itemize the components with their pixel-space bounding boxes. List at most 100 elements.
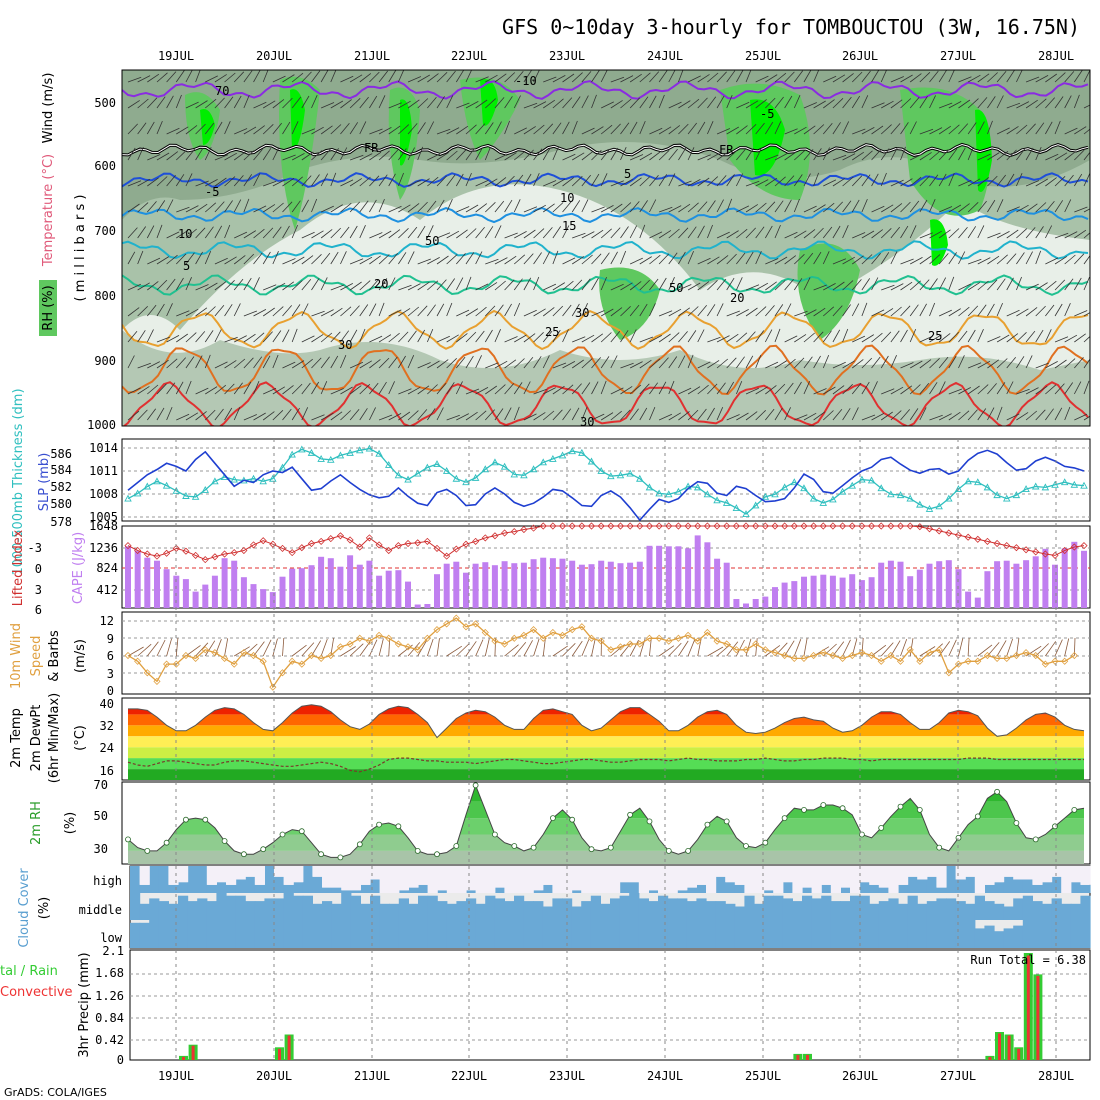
lifted-index-point — [443, 552, 451, 560]
lifted-index-point — [1022, 546, 1030, 554]
wind-barb — [649, 231, 663, 239]
wind-speed-point — [1041, 660, 1049, 668]
wind-barb — [243, 174, 253, 187]
wind-barb — [890, 123, 901, 135]
wind-barb — [1083, 232, 1090, 239]
wind-barb — [1006, 173, 1015, 187]
wind-barb — [745, 227, 756, 239]
cape-bar — [366, 560, 373, 608]
wind-barb — [175, 277, 184, 291]
wind-barb-10m — [658, 645, 675, 657]
wind-barb — [156, 407, 165, 421]
rh-point — [298, 828, 305, 835]
wind-barb — [494, 73, 507, 83]
wind-barb — [562, 121, 570, 135]
wind-barb — [842, 121, 850, 135]
wind-barb — [716, 199, 724, 213]
wind-barb — [243, 198, 250, 213]
wind-barb — [697, 74, 710, 83]
lifted-index-point — [848, 522, 856, 530]
wind-barb — [687, 386, 701, 395]
thickness-point — [983, 483, 992, 491]
wind-barb — [388, 413, 402, 421]
wind-barb — [765, 154, 779, 161]
wind-barb-10m — [726, 641, 739, 657]
wind-barb — [639, 383, 650, 395]
cloud-bar — [629, 920, 640, 948]
wind-barb — [427, 200, 437, 213]
wind-barb-10m — [958, 638, 964, 657]
cape-bar — [443, 563, 450, 608]
cloud-clear — [830, 866, 841, 893]
cloud-bar — [418, 920, 429, 948]
slp-line — [127, 449, 1085, 522]
cloud-bar — [936, 898, 947, 920]
wind-barb — [871, 102, 885, 109]
precip-tick: 0.84 — [95, 1011, 124, 1025]
rh-point — [279, 831, 286, 838]
wind-barb — [658, 206, 673, 213]
wind-barb — [513, 254, 526, 265]
thickness-point — [722, 498, 731, 506]
wind-barb — [880, 124, 892, 135]
wind-barb — [909, 176, 922, 187]
day-label: 27JUL — [940, 1069, 976, 1083]
cape-bar — [1032, 556, 1039, 608]
wind-barb — [523, 333, 536, 343]
wind-barb — [726, 198, 733, 213]
wind-barb — [436, 255, 449, 265]
wind-barb — [156, 96, 166, 109]
wind-barb — [349, 409, 360, 421]
wind-barb — [398, 228, 409, 239]
wind-barb — [475, 306, 487, 317]
wind-barb — [301, 303, 309, 317]
cloud-bar — [686, 887, 697, 893]
wind-barb — [793, 381, 802, 395]
wind-barb — [340, 283, 353, 291]
wind-barb — [977, 177, 990, 187]
wind-barb — [1016, 148, 1026, 161]
cloud-bar — [542, 884, 553, 893]
wind-barb — [224, 96, 234, 109]
wind-barb — [272, 75, 286, 83]
wind-barb — [678, 251, 686, 265]
cloud-bar — [686, 920, 697, 948]
wind-barb — [591, 253, 602, 265]
wind-barb — [272, 410, 284, 421]
wind-barb — [1006, 229, 1019, 239]
pressure-tick: 500 — [94, 96, 116, 110]
wind-barb — [687, 122, 698, 135]
wind-barb — [571, 96, 581, 109]
wind-speed-point — [645, 634, 654, 642]
cape-bar — [762, 596, 769, 608]
wind-barb — [185, 252, 195, 265]
wind-barb — [407, 306, 420, 317]
wind-barb — [504, 152, 517, 161]
wind-barb — [813, 124, 825, 135]
wind-barb — [523, 357, 534, 369]
cloud-bar — [130, 866, 141, 893]
wind-barb — [639, 72, 651, 83]
wind-barb — [765, 281, 777, 291]
wind-barb — [378, 278, 388, 291]
wind-barb — [687, 202, 699, 213]
precip-conv-bar — [806, 1054, 809, 1060]
cape-ylabel: CAPE (J/kg) — [71, 532, 86, 604]
wind-barb — [755, 147, 763, 161]
wind-barb-10m — [456, 643, 470, 657]
wind-barb — [1083, 128, 1090, 135]
run-total: Run Total = 6.38 — [970, 953, 1086, 967]
cloud-clear — [418, 866, 429, 885]
cape-bar — [520, 562, 527, 608]
wind-barb — [600, 228, 612, 239]
wind-barb — [1083, 312, 1090, 317]
wind-barb — [987, 232, 1001, 239]
wind-barb — [697, 121, 706, 135]
precip-ylabel-conv: Convective — [0, 985, 73, 1000]
wind-barb — [1054, 96, 1064, 109]
wind-barb — [803, 102, 817, 109]
thickness-point — [549, 454, 557, 462]
wind-barb — [166, 151, 179, 161]
wind-barb — [291, 360, 305, 369]
wind-barb — [378, 95, 386, 109]
